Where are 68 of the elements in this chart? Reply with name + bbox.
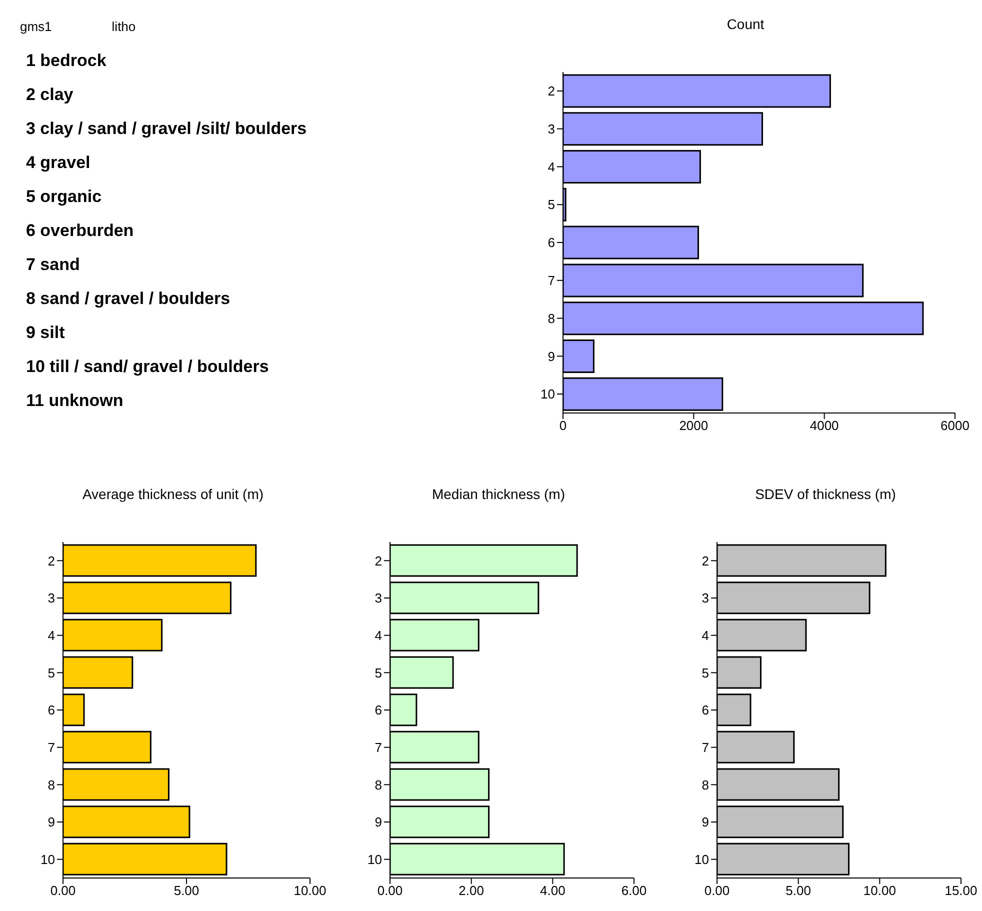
text: 7 sand [25,254,81,276]
text: 3 clay / sand / gravel /silt/ boulders [25,118,307,140]
y-tick-label: 2 [48,553,55,568]
y-tick-label: 8 [374,777,382,792]
x-tick-label: 4000 [810,418,839,434]
text: 1 bedrock [25,50,108,72]
text: 8 sand / gravel / boulders [25,288,232,310]
y-tick-label: 10 [40,852,55,867]
text: 9 silt [25,322,66,344]
chart-title: Median thickness (m) [430,486,566,502]
y-tick-label: 3 [48,590,55,606]
y-tick-label: 6 [548,235,555,250]
text: 2 clay [25,84,74,106]
y-tick-label: 2 [374,553,382,568]
y-tick-label: 9 [48,814,55,830]
chart-title: Count [726,16,766,32]
text: 5 organic [25,186,103,208]
x-tick-label: 15.00 [944,883,978,898]
y-tick-label: 9 [548,348,555,364]
x-tick-label: 5.00 [786,883,811,898]
y-tick-label: 10 [540,386,555,402]
text: 10 till / sand/ gravel / boulders [25,356,270,378]
y-tick-label: 7 [548,273,555,288]
y-tick-label: 2 [548,84,555,99]
y-tick-label: 7 [374,740,382,755]
text: gms1 [20,18,52,34]
text: litho [112,18,136,34]
text: 6 overburden [25,220,135,242]
y-tick-label: 5 [702,665,709,680]
y-tick-label: 4 [548,159,555,174]
x-tick-label: 6000 [940,418,970,434]
y-tick-label: 4 [374,628,382,643]
y-tick-label: 10 [368,852,382,867]
y-tick-label: 2 [702,553,709,568]
y-tick-label: 3 [374,590,382,606]
y-tick-label: 7 [702,740,709,755]
y-tick-label: 3 [548,121,555,136]
y-tick-label: 4 [48,628,55,643]
x-tick-label: 0 [559,418,567,434]
y-tick-label: 8 [548,310,555,326]
x-tick-label: 4.00 [540,883,566,898]
y-tick-label: 5 [374,665,382,680]
x-tick-label: 5.00 [174,883,200,898]
x-tick-label: 0.00 [377,883,403,898]
x-tick-label: 10.00 [294,883,326,898]
y-tick-label: 8 [702,777,709,792]
y-tick-label: 6 [48,702,55,718]
x-tick-label: 2000 [679,418,708,434]
y-tick-label: 10 [694,852,709,867]
y-tick-label: 5 [48,665,55,680]
x-tick-label: 0.00 [704,883,730,898]
x-tick-label: 2.00 [458,883,484,898]
y-tick-label: 8 [48,777,55,792]
y-tick-label: 5 [548,197,555,212]
y-tick-label: 9 [374,814,382,830]
chart-title: Average thickness of unit (m) [81,486,265,502]
y-tick-label: 4 [702,628,709,643]
x-tick-label: 6.00 [621,883,647,898]
chart-title: SDEV of thickness (m) [754,486,897,502]
text: 11 unknown [25,390,124,412]
y-tick-label: 3 [702,590,709,606]
text: 4 gravel [25,152,92,174]
y-tick-label: 7 [48,740,55,755]
y-tick-label: 6 [374,702,382,718]
y-tick-label: 6 [702,702,709,718]
x-tick-label: 0.00 [50,883,76,898]
x-tick-label: 10.00 [863,883,896,898]
y-tick-label: 9 [702,814,709,830]
